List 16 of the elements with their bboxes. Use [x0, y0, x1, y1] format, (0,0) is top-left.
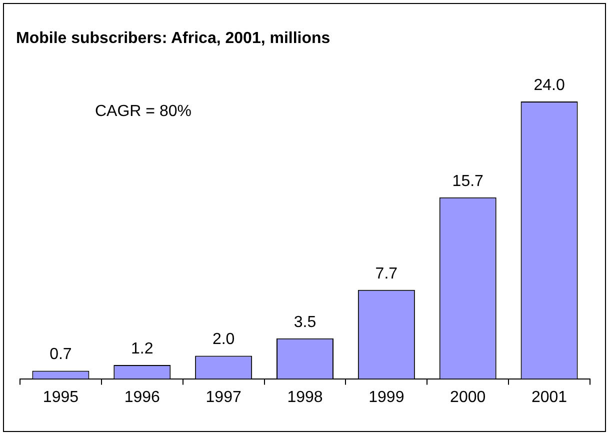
x-tick-label: 2001	[531, 388, 568, 406]
data-label: 15.7	[452, 172, 484, 190]
x-tick-label: 1999	[368, 388, 404, 406]
data-label: 7.7	[375, 265, 398, 282]
data-label: 0.7	[50, 346, 72, 364]
x-tick-label: 1997	[206, 388, 242, 406]
x-tick-label: 2000	[450, 388, 486, 406]
data-label: 1.2	[131, 340, 154, 358]
annotation: CAGR = 80%	[95, 103, 192, 121]
data-label: 2.0	[212, 331, 235, 348]
chart-title: Mobile subscribers: Africa, 2001, millions	[16, 30, 330, 48]
x-tick-label: 1998	[287, 388, 323, 406]
x-tick-label: 1996	[124, 388, 160, 406]
x-tick-label: 1995	[42, 388, 79, 406]
data-label: 3.5	[294, 314, 316, 331]
data-label: 24.0	[534, 76, 565, 94]
